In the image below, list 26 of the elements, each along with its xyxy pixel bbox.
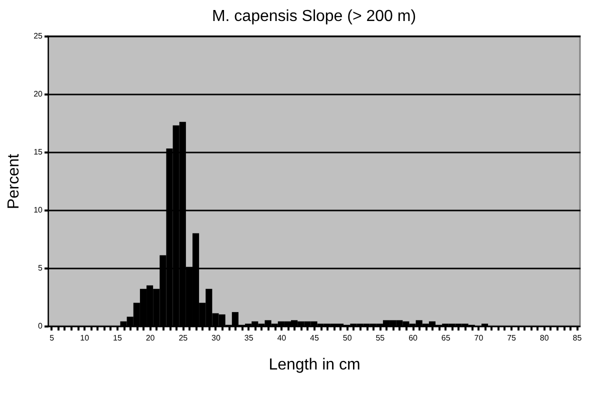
x-axis-title: Length in cm: [268, 356, 360, 374]
x-tick-label: 50: [342, 334, 352, 342]
y-tick-label: 25: [34, 32, 44, 40]
y-tick-label: 15: [34, 148, 44, 156]
x-tick-label: 55: [376, 334, 386, 342]
x-tick-label: 60: [408, 334, 418, 342]
y-tick-label: 10: [34, 206, 44, 214]
chart-title: M. capensis Slope (> 200 m): [212, 8, 416, 25]
x-tick-label: 10: [80, 334, 90, 342]
x-tick-label: 20: [146, 334, 156, 342]
x-tick-label: 70: [474, 334, 484, 342]
x-tick-label: 85: [572, 334, 582, 342]
y-axis-title: Percent: [6, 153, 23, 210]
x-tick-label: 30: [212, 334, 221, 342]
x-tick-label: 75: [507, 334, 517, 342]
x-tick-label: 65: [441, 334, 451, 342]
x-tick-label: 80: [540, 334, 550, 342]
x-tick-label: 25: [178, 334, 188, 342]
x-tick-label: 45: [310, 334, 320, 342]
x-tick-label: 40: [277, 334, 287, 342]
x-tick-label: 15: [113, 334, 122, 342]
x-tick-label: 35: [244, 334, 254, 342]
y-tick-label: 0: [38, 322, 44, 330]
y-tick-label: 20: [34, 90, 44, 98]
y-tick-label: 5: [38, 264, 44, 272]
x-tick-label: 5: [50, 334, 55, 342]
